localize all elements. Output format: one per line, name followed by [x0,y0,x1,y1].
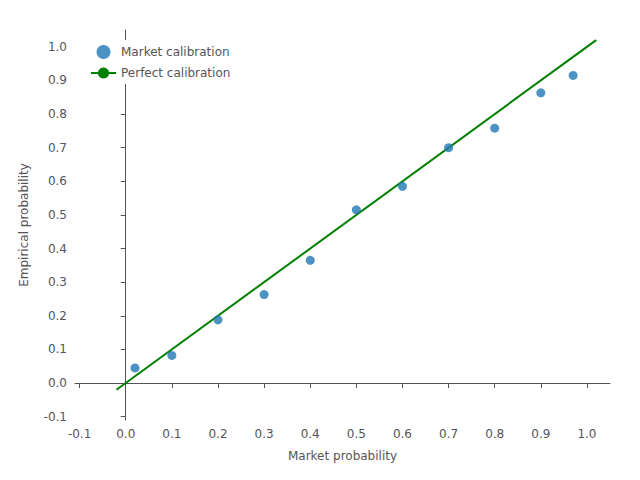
svg-text:Empirical probability: Empirical probability [17,163,31,287]
svg-text:-0.1: -0.1 [68,427,91,441]
svg-text:0.9: 0.9 [531,427,550,441]
svg-text:0.5: 0.5 [347,427,366,441]
svg-text:0.7: 0.7 [439,427,458,441]
svg-text:0.2: 0.2 [208,427,227,441]
svg-text:0.0: 0.0 [48,376,67,390]
svg-text:0.7: 0.7 [48,141,67,155]
svg-text:0.3: 0.3 [255,427,274,441]
svg-text:0.3: 0.3 [48,275,67,289]
svg-text:0.6: 0.6 [48,174,67,188]
svg-text:0.0: 0.0 [116,427,135,441]
svg-text:0.5: 0.5 [48,208,67,222]
svg-text:0.1: 0.1 [48,342,67,356]
svg-text:0.2: 0.2 [48,309,67,323]
svg-text:0.6: 0.6 [393,427,412,441]
svg-text:-0.1: -0.1 [44,410,67,424]
svg-text:Market probability: Market probability [288,449,397,463]
svg-text:0.1: 0.1 [162,427,181,441]
svg-text:0.4: 0.4 [301,427,320,441]
svg-text:0.8: 0.8 [485,427,504,441]
svg-text:0.4: 0.4 [48,242,67,256]
svg-text:1.0: 1.0 [577,427,596,441]
svg-text:Perfect calibration: Perfect calibration [121,66,230,80]
svg-text:Market calibration: Market calibration [121,45,230,59]
svg-text:0.8: 0.8 [48,107,67,121]
svg-text:1.0: 1.0 [48,40,67,54]
svg-text:0.9: 0.9 [48,73,67,87]
